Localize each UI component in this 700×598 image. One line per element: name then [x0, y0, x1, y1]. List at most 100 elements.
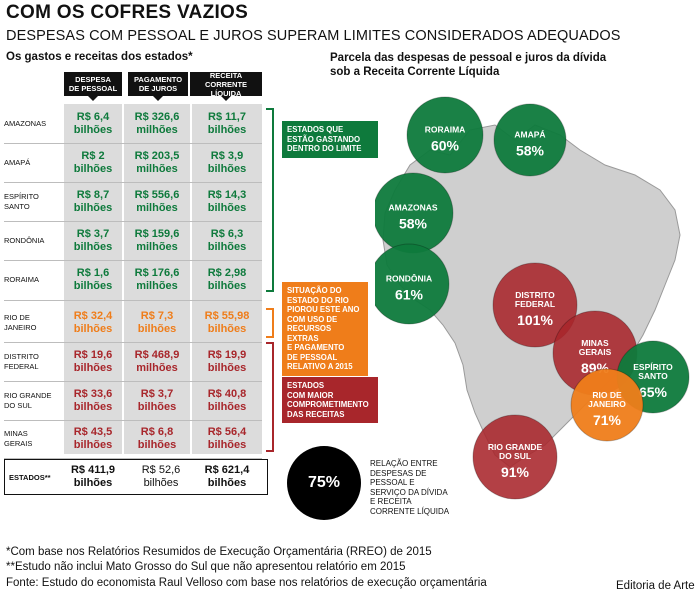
footnote-1: *Com base nos Relatórios Resumidos de Ex…	[6, 546, 432, 558]
personnel-column-bg	[64, 104, 122, 454]
total-description-line: CORRENTE LÍQUIDA	[370, 506, 450, 516]
state-bubble	[375, 243, 450, 325]
state-bubble-value: 58%	[399, 216, 428, 232]
row-divider	[4, 381, 262, 382]
footnote-2: **Estudo não inclui Mato Grosso do Sul q…	[6, 561, 406, 573]
state-bubble	[492, 262, 578, 348]
cell-interest: R$ 176,6 milhões	[134, 267, 180, 292]
total-description-line: E RECEITA	[370, 497, 412, 507]
callout-line: ESTÃO GASTANDO	[287, 134, 361, 144]
row-divider	[4, 221, 262, 222]
callout-line: ESTADOS QUE	[287, 125, 344, 134]
cell-personnel: R$ 8,7 bilhões	[73, 188, 113, 214]
state-bubble-name: FEDERAL	[515, 299, 555, 309]
total-personnel: R$ 411,9 bilhões	[70, 464, 116, 489]
cell-personnel: R$ 43,5 bilhões	[73, 426, 113, 451]
total-interest: R$ 52,6 bilhões	[141, 464, 181, 489]
row-divider	[4, 458, 262, 459]
cell-interest: R$ 468,9 milhões	[134, 348, 180, 374]
callout-green: ESTADOS QUE ESTÃO GASTANDO DENTRO DO LIMIT…	[282, 121, 378, 158]
state-name: RONDÔNIA	[4, 235, 45, 245]
callout-line: COM MAIOR	[287, 390, 334, 400]
cell-revenue: R$ 56,4 bilhões	[207, 426, 247, 451]
callout-line: DAS RECEITAS	[287, 409, 345, 419]
revenue-column-bg	[192, 104, 262, 454]
row-divider	[4, 420, 262, 421]
cell-personnel: R$ 3,7 bilhões	[73, 227, 113, 253]
callout-red: ESTADOS COM MAIOR COMPROMETIMENTO DAS RECEI…	[282, 377, 378, 423]
cell-revenue: R$ 2,98 bilhões	[207, 267, 247, 292]
cell-interest: R$ 3,7 bilhões	[137, 387, 177, 413]
cell-interest: R$ 203,5 milhões	[134, 149, 180, 175]
total-description-line: SERVIÇO DA DÍVIDA	[370, 487, 448, 497]
brazil-map: RORAIMA 60% AMAPÁ 58% AMAZONAS 58% RONDÔNIA 61%…	[375, 96, 690, 500]
callout-line: ESTADOS	[287, 381, 325, 390]
row-divider	[4, 342, 262, 343]
page-subtitle: DESPESAS COM PESSOAL E JUROS SUPERAM LIM…	[6, 28, 621, 44]
cell-revenue: R$ 19,9 bilhões	[207, 348, 247, 374]
total-revenue: R$ 621,4 bilhões	[204, 464, 250, 489]
state-name: RORAIMA	[4, 275, 40, 284]
state-name: AMAZONAS	[4, 118, 47, 128]
cell-revenue: R$ 3,9 bilhões	[207, 149, 247, 175]
cell-interest: R$ 159,6 milhões	[134, 227, 180, 253]
state-bubble	[570, 368, 644, 442]
row-divider	[4, 300, 262, 301]
column-header-interest: PAGAMENTO DE JUROS	[128, 72, 188, 101]
row-divider	[4, 260, 262, 261]
cell-personnel: R$ 19,6 bilhões	[73, 348, 113, 374]
cell-revenue: R$ 55,98 bilhões	[204, 309, 250, 335]
interest-column-bg	[124, 104, 190, 454]
total-description-line: RELAÇÃO ENTRE	[370, 459, 438, 468]
state-name: DISTRITO FEDERAL	[4, 351, 39, 371]
state-bubble-name: SANTO	[638, 371, 668, 381]
map-heading: Parcela das despesas de pessoal e juros …	[330, 51, 630, 79]
state-name: MINAS GERAIS	[4, 429, 33, 448]
state-bubbles: RORAIMA 60% AMAPÁ 58% AMAZONAS 58% RONDÔNIA 61%…	[375, 96, 690, 500]
state-bubble-value: 91%	[501, 464, 530, 480]
total-description-line: PESSOAL E	[370, 478, 415, 488]
callout-line: RECURSOS EXTRAS	[287, 324, 332, 343]
state-bubble-name: ESPÍRITO	[633, 362, 673, 372]
source-note: Fonte: Estudo do economista Raul Velloso…	[6, 577, 487, 589]
state-bubble	[375, 172, 454, 254]
state-bubble-name: RONDÔNIA	[386, 273, 432, 284]
state-name: AMAPÁ	[4, 157, 31, 167]
state-bubble-name: RIO GRANDE	[488, 442, 543, 452]
green-bracket	[266, 108, 274, 292]
state-name: RIO GRANDE DO SUL	[4, 390, 52, 410]
cell-interest: R$ 7,3 bilhões	[137, 309, 177, 335]
callout-line: E PAGAMENTO	[287, 343, 345, 352]
credit: Editoria de Arte	[616, 580, 695, 592]
state-name: ESPÍRITO SANTO	[4, 191, 39, 211]
state-bubble	[472, 414, 558, 500]
cell-personnel: R$ 1,6 bilhões	[73, 267, 113, 292]
cell-revenue: R$ 14,3 bilhões	[207, 188, 247, 214]
state-bubble-value: 65%	[639, 384, 668, 400]
red-bracket	[266, 342, 274, 452]
state-bubble-name: JANEIRO	[588, 399, 626, 409]
cell-revenue: R$ 6,3 bilhões	[207, 227, 247, 253]
total-row: ESTADOS** R$ 411,9 bilhões R$ 52,6 bilhões…	[4, 459, 268, 495]
state-bubble-name: AMAZONAS	[388, 203, 437, 213]
state-bubble-name: DISTRITO	[515, 290, 555, 300]
state-bubble-name: MINAS	[581, 338, 609, 348]
orange-bracket	[266, 308, 274, 338]
cell-revenue: R$ 11,7 bilhões	[207, 110, 247, 136]
callout-line: COM USO DE	[287, 314, 338, 324]
state-bubble-name: DO SUL	[499, 451, 531, 461]
state-bubble-value: 58%	[516, 143, 545, 159]
cell-personnel: R$ 32,4 bilhões	[73, 309, 113, 335]
state-bubble-name: RIO DE	[592, 390, 622, 400]
callout-orange: SITUAÇÃO DO ESTADO DO RIO PIOROU ESTE ANO C…	[282, 282, 368, 376]
map-heading-line-2: sob a Receita Corrente Líquida	[330, 66, 500, 78]
row-divider	[4, 143, 262, 144]
cell-personnel: R$ 2 bilhões	[73, 149, 113, 175]
state-bubble-value: 71%	[593, 412, 622, 428]
total-percentage-bubble: 75%	[287, 446, 361, 520]
page-title: COM OS COFRES VAZIOS	[6, 2, 249, 23]
cell-personnel: R$ 33,6 bilhões	[73, 387, 113, 413]
callout-line: ESTADO DO RIO	[287, 295, 349, 305]
map-heading-line-1: Parcela das despesas de pessoal e juros …	[330, 52, 607, 64]
state-bubble-name: GERAIS	[579, 347, 612, 357]
